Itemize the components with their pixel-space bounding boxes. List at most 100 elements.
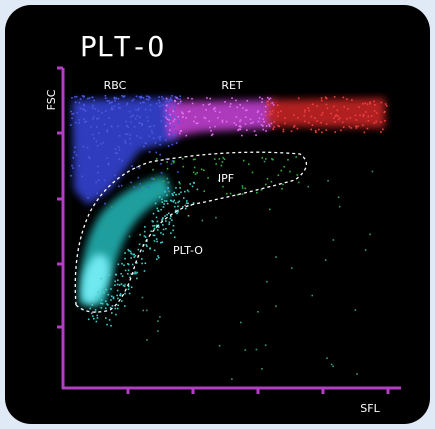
- speckle: [280, 169, 283, 172]
- speckle: [139, 136, 142, 139]
- speckle: [172, 120, 175, 123]
- speckle: [88, 97, 91, 99]
- speckle: [139, 116, 141, 119]
- speckle: [162, 104, 165, 106]
- speckle: [339, 117, 341, 119]
- speckle: [134, 271, 136, 273]
- speckle: [179, 187, 181, 189]
- speckle: [179, 95, 182, 98]
- speckle: [366, 103, 369, 106]
- speckle: [155, 224, 158, 227]
- speckle: [127, 263, 130, 266]
- speckle: [264, 110, 267, 113]
- speckle: [255, 134, 257, 136]
- speckle: [334, 115, 337, 117]
- speckle: [161, 201, 164, 204]
- speckle: [95, 126, 98, 128]
- speckle: [210, 129, 212, 132]
- speckle: [217, 117, 219, 119]
- speckle: [177, 171, 179, 173]
- speckle: [185, 117, 187, 119]
- speckle: [369, 233, 371, 236]
- speckle: [123, 264, 125, 266]
- speckle: [218, 158, 221, 160]
- speckle: [141, 262, 143, 265]
- speckle: [233, 122, 236, 124]
- speckle: [103, 123, 106, 126]
- speckle: [218, 344, 221, 347]
- speckle: [169, 217, 172, 220]
- speckle: [85, 120, 88, 123]
- speckle: [253, 130, 256, 132]
- speckle: [135, 262, 138, 264]
- speckle: [105, 317, 107, 319]
- speckle: [174, 108, 176, 111]
- speckle: [371, 170, 374, 173]
- speckle: [96, 144, 99, 147]
- speckle: [214, 125, 216, 128]
- speckle: [162, 206, 165, 208]
- speckle: [172, 200, 175, 203]
- speckle: [240, 126, 242, 128]
- speckle: [81, 175, 84, 178]
- speckle: [350, 127, 353, 129]
- speckle: [162, 233, 165, 236]
- title: PLT-O: [80, 30, 164, 63]
- speckle: [204, 117, 207, 120]
- speckle: [137, 176, 140, 179]
- speckle: [136, 114, 139, 117]
- speckle: [162, 224, 164, 226]
- speckle: [142, 250, 144, 252]
- speckle: [180, 191, 182, 194]
- speckle: [374, 104, 376, 106]
- speckle: [194, 116, 197, 118]
- speckle: [273, 121, 276, 123]
- speckle: [166, 115, 168, 118]
- speckle: [119, 107, 121, 109]
- speckle: [359, 114, 361, 117]
- speckle: [121, 262, 123, 265]
- speckle: [348, 125, 351, 128]
- speckle: [158, 136, 160, 139]
- speckle: [166, 213, 168, 216]
- speckle: [164, 215, 166, 217]
- speckle: [118, 185, 120, 188]
- scatter-clouds: [70, 95, 388, 380]
- speckle: [330, 112, 332, 115]
- speckle: [179, 98, 181, 101]
- speckle: [325, 103, 328, 106]
- speckle: [143, 230, 146, 233]
- speckle: [284, 117, 286, 120]
- region-label: RBC: [104, 79, 127, 92]
- speckle: [131, 114, 134, 117]
- speckle: [124, 252, 126, 254]
- speckle: [226, 192, 228, 195]
- speckle: [261, 98, 264, 100]
- speckle: [295, 156, 298, 158]
- speckle: [171, 219, 173, 221]
- speckle: [311, 124, 314, 126]
- speckle: [332, 239, 335, 241]
- y-axis-label: FSC: [45, 89, 58, 110]
- speckle: [276, 115, 279, 117]
- speckle: [158, 101, 161, 104]
- speckle: [383, 111, 386, 114]
- speckle: [167, 181, 170, 184]
- speckle: [229, 105, 231, 108]
- speckle: [137, 248, 140, 251]
- speckle: [154, 202, 157, 205]
- speckle: [281, 187, 283, 190]
- speckle: [215, 163, 217, 165]
- speckle: [196, 188, 199, 191]
- speckle: [325, 129, 328, 131]
- speckle: [130, 257, 132, 259]
- speckle: [222, 185, 224, 188]
- speckle: [171, 160, 174, 162]
- speckle: [70, 110, 72, 113]
- speckle: [135, 272, 137, 275]
- speckle: [161, 96, 163, 98]
- speckle: [166, 167, 169, 170]
- speckle: [185, 134, 188, 137]
- speckle: [308, 109, 310, 112]
